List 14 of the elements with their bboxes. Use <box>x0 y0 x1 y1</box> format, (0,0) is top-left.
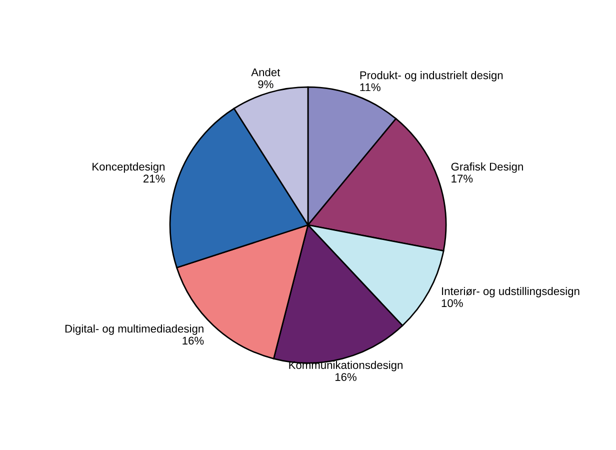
data-label: 10% <box>442 299 463 308</box>
slice-label: Produkt- og industrielt design <box>360 71 503 82</box>
slice-label: Interiør- og udstillingsdesign <box>442 286 580 298</box>
slice-label: Digital- og multimediadesign <box>65 324 204 335</box>
data-label: 16% <box>335 373 356 381</box>
slice-label: Andet <box>251 68 280 76</box>
data-label: 16% <box>182 336 204 345</box>
data-label: 21% <box>144 174 165 183</box>
slice-label: Konceptdesign <box>92 162 164 173</box>
data-label: 9% <box>258 80 274 88</box>
slice-label: Kommunikationsdesign <box>289 360 402 372</box>
slice-label: Grafisk Design <box>451 162 523 173</box>
data-label: 17% <box>452 174 473 183</box>
data-label: 11% <box>360 83 380 92</box>
